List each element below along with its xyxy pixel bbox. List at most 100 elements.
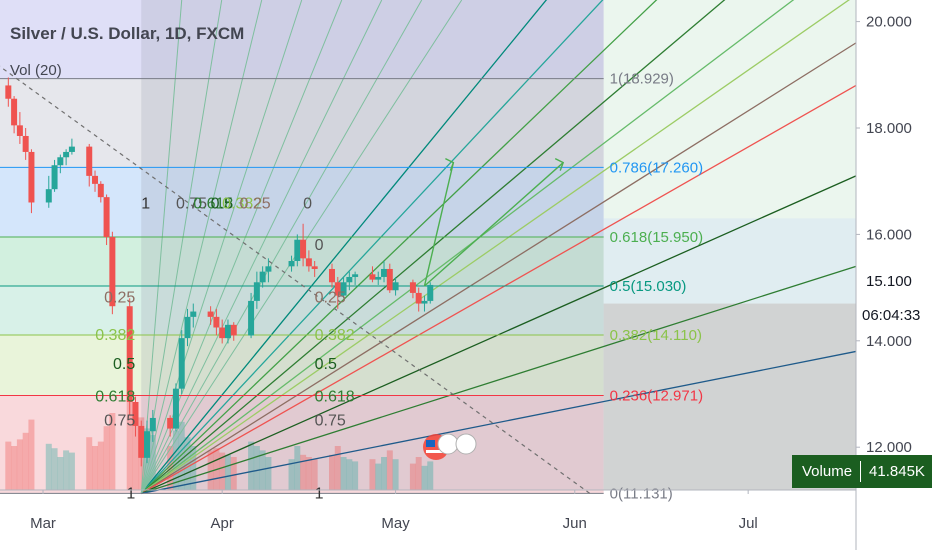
fib-zone <box>0 78 604 168</box>
candle-body <box>352 274 359 277</box>
gann-fan-line <box>140 0 303 494</box>
candle-body <box>63 151 70 158</box>
candle-body <box>409 282 416 293</box>
gann-top-label: 0.75 <box>176 195 207 212</box>
gann-left-label: 0.618 <box>95 389 135 406</box>
volume-bar <box>427 461 434 490</box>
price-tick-label: 14.000 <box>866 333 912 350</box>
gann-left-label: 1 <box>126 485 135 502</box>
volume-bar <box>375 463 382 490</box>
event-markers[interactable] <box>423 433 477 460</box>
candle-body <box>51 165 58 190</box>
volume-bar <box>224 454 231 490</box>
volume-bar <box>409 463 416 490</box>
gann-top-label: 0.25 <box>240 195 271 212</box>
volume-bar <box>334 446 341 490</box>
fib-level-label: 0.236(12.971) <box>610 388 703 405</box>
candle-body <box>207 311 214 317</box>
volume-bar <box>28 419 35 490</box>
trend-line[interactable] <box>0 64 593 496</box>
gann-fan-line <box>140 42 857 494</box>
volume-bar <box>340 457 347 490</box>
candle-body <box>294 239 301 261</box>
volume-bar <box>415 457 422 490</box>
candlesticks <box>5 77 434 467</box>
candle-body <box>138 425 145 458</box>
candle-body <box>109 237 116 307</box>
candle-body <box>144 431 151 458</box>
volume-bar <box>92 446 99 490</box>
candle-body <box>97 183 104 198</box>
candle-body <box>340 282 347 296</box>
volume-bar <box>16 439 23 490</box>
candle-body <box>219 327 226 339</box>
candle-body <box>126 306 133 402</box>
fib-level-label: 1(18.929) <box>610 71 674 88</box>
gann-left-label: 0.25 <box>104 290 135 307</box>
volume-bar <box>167 446 174 490</box>
gann-fan-line <box>140 0 548 494</box>
candle-body <box>369 274 376 280</box>
volume-bar <box>57 457 64 490</box>
candle-body <box>68 146 75 152</box>
gann-fan-line <box>140 0 423 494</box>
volume-bar <box>132 413 139 490</box>
fib-level-label: 0.786(17.260) <box>610 159 703 176</box>
volume-bar <box>288 459 295 490</box>
fib-zone <box>0 286 604 335</box>
volume-bar <box>149 435 156 490</box>
time-tick-label: Jun <box>563 515 587 532</box>
volume-bar <box>97 441 104 490</box>
event-badge-icon[interactable] <box>437 433 459 455</box>
projection-arrows[interactable] <box>423 157 565 287</box>
volume-bar <box>86 437 93 490</box>
volume-bar <box>103 426 110 490</box>
volume-bar <box>51 448 58 490</box>
gann-fan-line <box>140 0 383 494</box>
gann-top-label: 0.382 <box>222 195 262 212</box>
candle-body <box>45 189 52 203</box>
candle-body <box>300 239 307 259</box>
event-badge-icon[interactable] <box>455 433 477 455</box>
candle-body <box>57 157 64 166</box>
volume-bar <box>109 413 116 490</box>
projection-arrow-line <box>424 162 564 287</box>
candle-body <box>415 292 422 304</box>
flag-stripe <box>426 450 446 453</box>
candle-body <box>224 324 231 339</box>
volume-bar <box>346 459 353 490</box>
gann-fan-line <box>140 0 726 494</box>
symbol-title[interactable]: Silver / U.S. Dollar, 1D, FXCM <box>10 24 245 43</box>
volume-bar <box>230 457 237 490</box>
volume-badge-label: Volume <box>802 463 853 480</box>
gann-left-label: 0.5 <box>113 356 135 373</box>
candle-body <box>178 338 185 389</box>
candle-body <box>22 135 29 152</box>
candle-body <box>386 268 393 291</box>
volume-bar <box>45 443 52 490</box>
gann-top-label: 0.618 <box>193 195 233 212</box>
gann-fan-line <box>140 84 857 494</box>
gann-mid-label: 0.25 <box>315 290 346 307</box>
candle-body <box>132 401 139 426</box>
candle-body <box>305 258 312 267</box>
gann-labels: 10.750.6180.50.3820.2510.750.6180.50.382… <box>95 195 355 502</box>
candle-body <box>11 98 18 126</box>
candle-body <box>346 276 353 283</box>
time-axis[interactable]: Mar Apr May Jun Jul <box>0 489 856 532</box>
fib-level-label: 0(11.131) <box>610 485 673 502</box>
volume-bar <box>248 441 255 490</box>
volume-bar <box>300 454 307 490</box>
volume-bar <box>22 432 29 490</box>
volume-bar <box>11 446 18 490</box>
projection-arrow-head <box>445 157 455 171</box>
volume-indicator-title[interactable]: Vol (20) <box>10 62 62 79</box>
fib-retracement[interactable]: 1(18.929) 0.786(17.260) 0.618(15.950) 0.5(1… <box>0 71 703 503</box>
volume-badge-value: 41.845K <box>869 463 925 480</box>
volume-bar <box>63 450 70 490</box>
dashed-trend-line <box>0 65 593 496</box>
candle-body <box>213 316 220 328</box>
volume-bar <box>265 457 272 490</box>
countdown-badge: 06:04:33 <box>858 305 932 327</box>
